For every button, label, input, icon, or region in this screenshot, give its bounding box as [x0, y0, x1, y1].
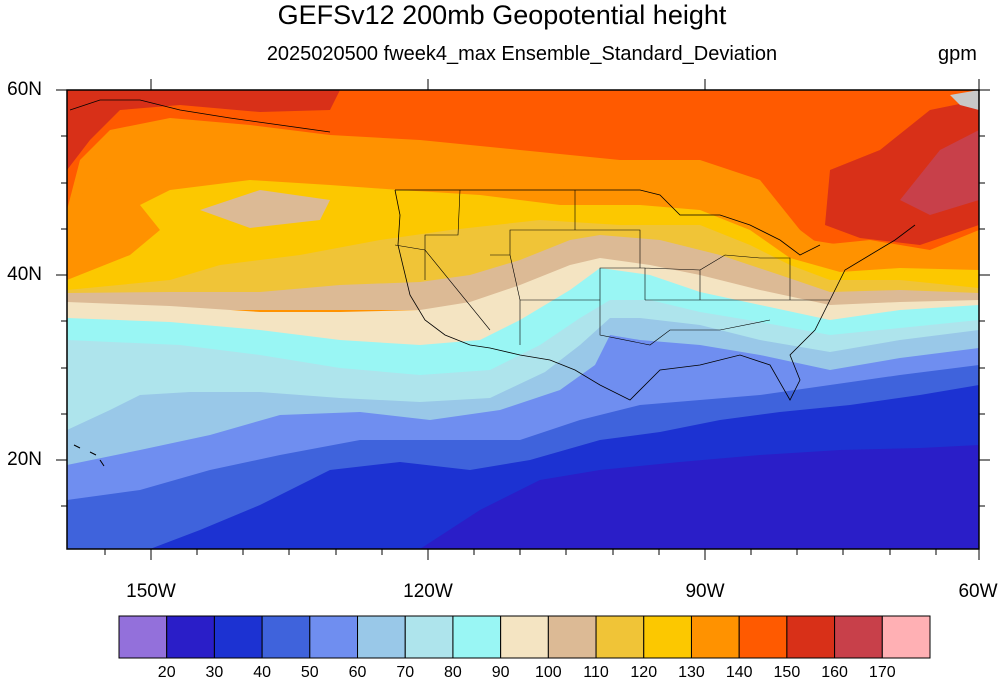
us-state-borders [394, 189, 830, 346]
colorbar-tick-label: 150 [773, 664, 801, 681]
colorbar-swatch [261, 615, 311, 659]
contour-band-160-nw [67, 90, 340, 170]
colorbar-swatch [118, 615, 168, 659]
hawaii-islands [73, 444, 105, 467]
colorbar-tick-label: 130 [678, 664, 705, 681]
lat-label-40n: 40N [7, 264, 42, 285]
colorbar-swatch [881, 615, 931, 659]
colorbar-swatch [786, 615, 836, 659]
lon-label-90w: 90W [685, 581, 725, 602]
alaska-coast [69, 99, 331, 133]
colorbar-swatch [166, 615, 215, 659]
colorbar-tick-label: 100 [534, 664, 562, 681]
colorbar-swatch [547, 615, 597, 659]
colorbar-swatch [452, 615, 502, 659]
contour-band-170 [900, 130, 979, 215]
colorbar-tick-label: 30 [205, 664, 224, 681]
contour-field [67, 90, 979, 549]
lon-label-60w: 60W [958, 581, 998, 602]
colorbar-swatch [643, 615, 692, 659]
us-canada-border [395, 189, 821, 256]
colorbar-tick-label: 70 [396, 664, 415, 681]
contour-band-110-patch [200, 190, 330, 228]
axis-ticks [56, 79, 990, 560]
colorbar-swatch [500, 615, 549, 659]
lon-label-150w: 150W [126, 581, 176, 602]
map-subtitle: 2025020500 fweek4_max Ensemble_Standard_… [266, 43, 778, 65]
colorbar-tick-label: 20 [157, 664, 176, 681]
colorbar-tick-label: 160 [821, 664, 848, 681]
colorbar [118, 615, 931, 659]
colorbar-swatch [738, 615, 788, 659]
colorbar-tick-label: 80 [444, 664, 462, 681]
colorbar-swatch [834, 615, 883, 659]
colorbar-swatch [404, 615, 454, 659]
plot-frame [66, 89, 980, 550]
colorbar-tick-label: 90 [491, 664, 510, 681]
colorbar-tick-label: 50 [300, 664, 319, 681]
colorbar-tick-label: 120 [630, 664, 658, 681]
contour-band-30 [420, 445, 979, 549]
lat-label-60n: 60N [7, 79, 42, 100]
colorbar-tick-label: 110 [583, 664, 609, 681]
lon-label-120w: 120W [403, 581, 453, 602]
contour-band-150 [67, 90, 979, 250]
colorbar-swatch [357, 615, 406, 659]
map-title: GEFSv12 200mb Geopotential height [277, 0, 727, 30]
colorbar-swatch [309, 615, 359, 659]
lat-label-20n: 20N [7, 449, 42, 470]
colorbar-tick-label: 170 [868, 664, 896, 681]
colorbar-tick-label: 140 [725, 664, 753, 681]
colorbar-tick-label: 60 [348, 664, 367, 681]
colorbar-tick-label: 40 [253, 664, 271, 681]
units-label: gpm [938, 43, 977, 65]
colorbar-swatch [690, 615, 740, 659]
country-borders [69, 99, 916, 467]
colorbar-swatch [595, 615, 645, 659]
us-coastline [394, 189, 916, 401]
colorbar-swatch [213, 615, 263, 659]
missing-data-patch [950, 90, 979, 110]
